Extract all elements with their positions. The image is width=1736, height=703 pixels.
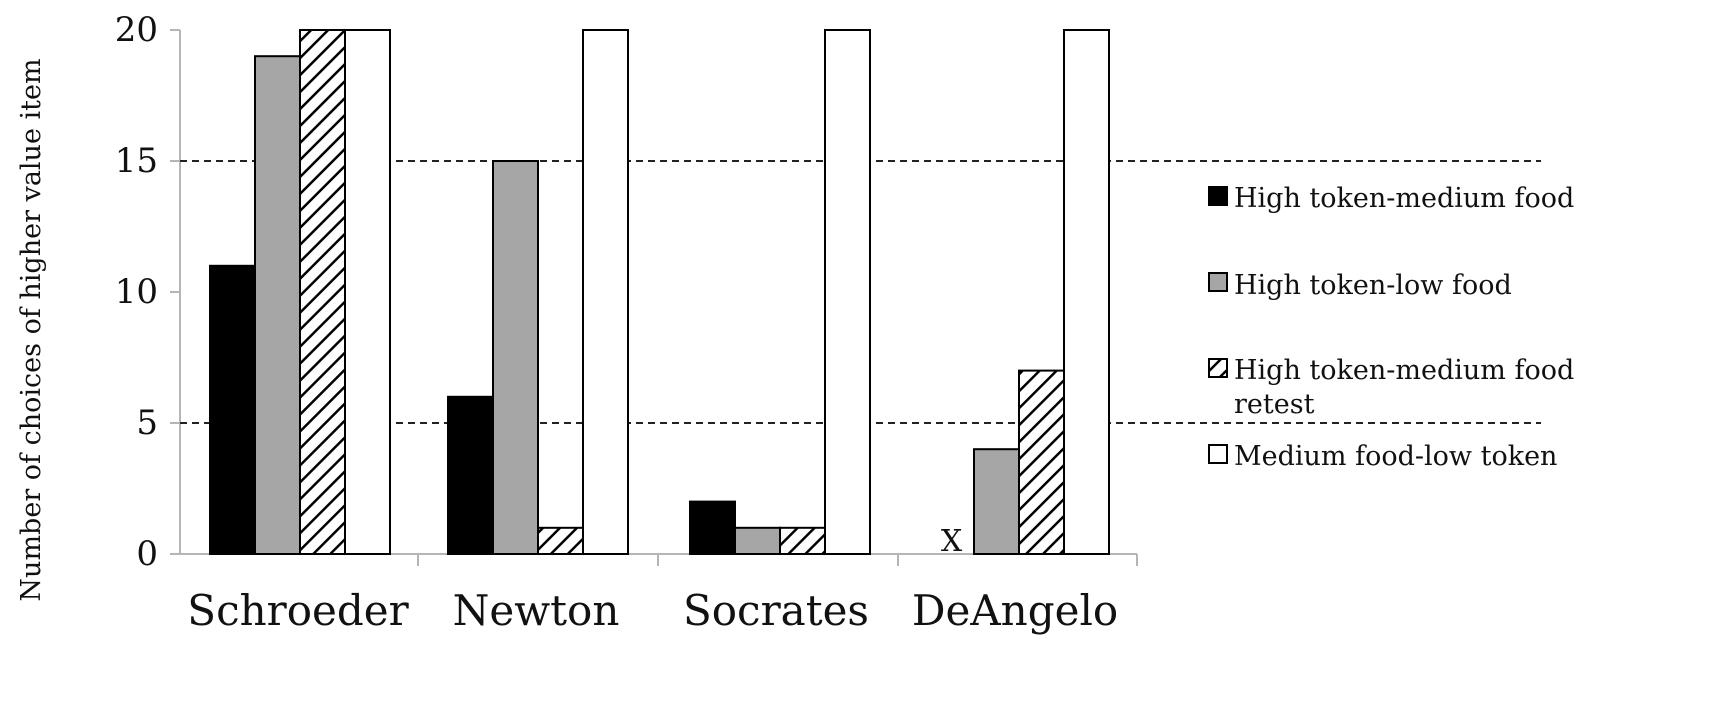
legend: High token-medium food High token-low foo… [1208, 183, 1574, 472]
bar-newton-series-4 [582, 29, 629, 555]
missing-value-marker: X [941, 524, 963, 559]
y-tick-label: 20 [115, 10, 158, 50]
y-tick-label: 10 [115, 272, 158, 312]
legend-swatch-4 [1208, 444, 1228, 464]
y-axis-title: Number of choices of higher value item [16, 58, 47, 601]
bar-deangelo-series-2 [973, 448, 1020, 556]
bar-schroeder-series-4 [344, 29, 391, 555]
y-tick-label: 15 [115, 141, 158, 181]
bar-newton-series-1 [447, 395, 494, 555]
legend-label-4: Medium food-low token [1234, 441, 1557, 472]
legend-label-3-line-2: retest [1234, 389, 1315, 420]
bar-newton-series-2 [492, 160, 539, 555]
legend-swatch-2 [1208, 272, 1228, 292]
legend-swatch-1 [1208, 186, 1228, 206]
bar-socrates-series-2 [734, 526, 781, 555]
y-tick-label: 5 [136, 403, 158, 443]
x-category-label: Schroeder [187, 586, 409, 635]
legend-swatch-3 [1208, 358, 1228, 378]
y-tick-label: 0 [136, 534, 158, 574]
bar-newton-series-3 [537, 526, 584, 555]
bar-schroeder-series-3 [299, 29, 346, 555]
legend-label-3-line-1: High token-medium food [1234, 355, 1574, 386]
bar-deangelo-series-3 [1018, 369, 1065, 555]
x-category-label: Socrates [683, 586, 869, 635]
labels-layer: 0 5 10 15 20 X Schroeder Newton Socrates DeAngelo [115, 10, 1118, 635]
bar-schroeder-series-1 [209, 264, 256, 555]
legend-label-2: High token-low food [1234, 270, 1512, 301]
bar-socrates-series-4 [824, 29, 871, 555]
bar-deangelo-series-4 [1063, 29, 1110, 555]
bar-socrates-series-3 [779, 526, 826, 555]
bar-socrates-series-1 [689, 500, 736, 556]
bar-schroeder-series-2 [254, 55, 301, 555]
bars-layer [209, 29, 1110, 556]
x-category-label: Newton [453, 586, 620, 635]
x-category-label: DeAngelo [912, 586, 1118, 635]
legend-label-1: High token-medium food [1234, 183, 1574, 214]
